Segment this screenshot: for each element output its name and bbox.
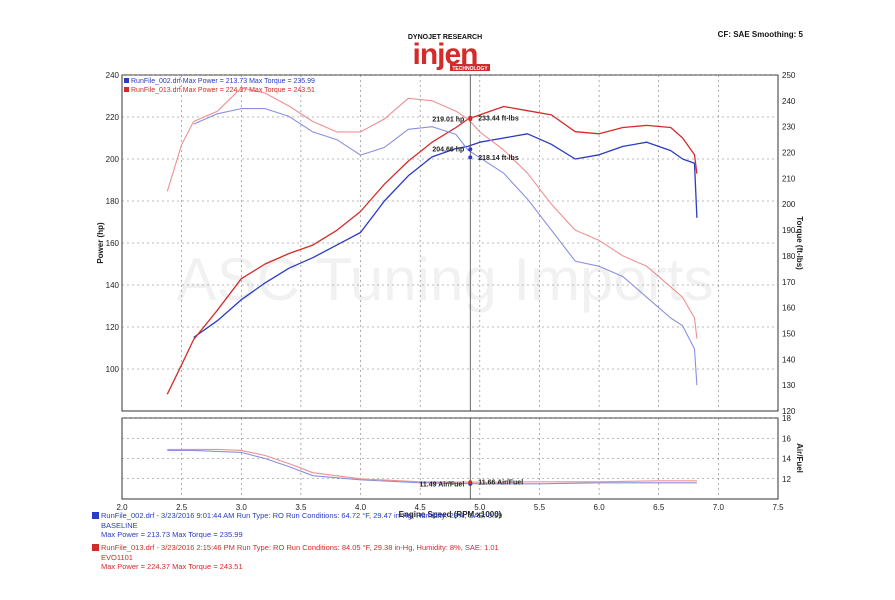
x-tick-label: 6.5 — [653, 503, 665, 512]
x-tick-label: 4.0 — [355, 503, 367, 512]
y3-axis-ticks: 12 14 16 18 — [782, 414, 791, 484]
y2-tick-label: 240 — [782, 97, 796, 106]
y3-tick-label: 16 — [782, 434, 791, 443]
legend-swatch-baseline — [124, 78, 129, 83]
y2-tick-label: 170 — [782, 278, 796, 287]
cursor-marker — [468, 155, 473, 160]
footer-run2-line2: EVO1101 — [101, 552, 133, 562]
x-axis-ticks: 2.0 2.5 3.0 3.5 4.0 4.5 5.0 5.5 6.0 6.5 7.0 7.5 — [116, 503, 784, 512]
y2-tick-label: 140 — [782, 355, 796, 364]
x-tick-label: 7.5 — [772, 503, 784, 512]
y-tick-label: 160 — [106, 239, 120, 248]
cursor-marker — [468, 115, 473, 120]
main-grid — [122, 74, 778, 411]
watermark: ASC Tuning Imports — [177, 246, 714, 313]
y-tick-label: 240 — [106, 71, 120, 80]
y2-axis-ticks: 120 130 140 150 160 170 180 190 200 210 220 230 240 2… — [782, 71, 796, 416]
y-tick-label: 140 — [106, 281, 120, 290]
legend-entry-baseline: RunFile_002.drf Max Power = 213.73 Max T… — [131, 78, 315, 85]
y2-tick-label: 190 — [782, 226, 796, 235]
series-baseline-torque — [193, 108, 698, 386]
annotation-label: 11.66 Air/Fuel — [478, 480, 523, 487]
footer-run1-line1-row: RunFile_002.drf - 3/23/2016 9:01:44 AM R… — [92, 511, 502, 521]
footer-run2-line3: Max Power = 224.37 Max Torque = 243.51 — [101, 562, 243, 571]
x-tick-label: 7.0 — [713, 503, 725, 512]
series-baseline-power — [193, 133, 698, 339]
afr-series — [167, 448, 697, 485]
footer-run2-line1-row: RunFile_013.drf - 3/23/2016 2:15:46 PM R… — [92, 543, 499, 553]
y2-axis-label: Torque (ft-lbs) — [795, 216, 804, 270]
y2-tick-label: 120 — [782, 407, 796, 416]
cf-smoothing-label: CF: SAE Smoothing: 5 — [718, 30, 804, 39]
x-tick-label: 5.5 — [534, 503, 546, 512]
y3-axis-label: Air/Fuel — [795, 443, 804, 473]
y2-tick-label: 220 — [782, 149, 796, 158]
x-tick-label: 2.5 — [176, 503, 188, 512]
main-series — [166, 87, 698, 395]
footer-run1-line1: RunFile_002.drf - 3/23/2016 9:01:44 AM R… — [101, 511, 503, 520]
y2-tick-label: 160 — [782, 304, 796, 313]
y-tick-label: 180 — [106, 197, 120, 206]
annotation-label: 219.01 hp — [432, 117, 464, 124]
y2-tick-label: 150 — [782, 329, 796, 338]
brand-sub: TECHNOLOGY — [452, 66, 488, 72]
y2-tick-label: 180 — [782, 252, 796, 261]
y-tick-label: 120 — [106, 323, 120, 332]
cursor-marker — [468, 480, 473, 485]
cursor-layer: 219.01 hp 204.66 hp 233.44 ft-lbs 218.14 ft… — [419, 75, 523, 499]
legend-entry-evo: RunFile_013.drf Max Power = 224.37 Max T… — [131, 87, 315, 94]
legend: RunFile_002.drf Max Power = 213.73 Max T… — [124, 78, 315, 94]
main-plot-frame — [121, 74, 779, 412]
y-tick-label: 220 — [106, 113, 120, 122]
y3-tick-label: 18 — [782, 414, 791, 423]
legend-swatch-evo — [124, 87, 129, 92]
footer-run2-swatch — [92, 544, 99, 552]
x-tick-label: 2.0 — [116, 503, 128, 512]
y2-tick-label: 210 — [782, 174, 796, 183]
footer-run1-line2: BASELINE — [101, 520, 138, 530]
y2-tick-label: 230 — [782, 123, 796, 132]
series-evo-afr — [167, 448, 697, 483]
brand-sub-bg — [450, 64, 490, 71]
y-axis-ticks: 100 120 140 160 180 200 220 240 — [106, 71, 120, 374]
series-baseline-afr — [167, 449, 697, 485]
x-tick-label: 5.0 — [474, 503, 486, 512]
series-evo-torque — [166, 87, 698, 339]
y-tick-label: 100 — [106, 365, 120, 374]
x-tick-label: 4.5 — [415, 503, 427, 512]
brand-top: DYNOJET RESEARCH — [408, 34, 482, 41]
afr-grid — [122, 417, 778, 499]
y-axis-label: Power (hp) — [96, 222, 105, 264]
series-evo-power — [166, 105, 698, 395]
footer-run2-line1: RunFile_013.drf - 3/23/2016 2:15:46 PM R… — [101, 543, 499, 552]
footer-run1: RunFile_002.drf - 3/23/2016 9:01:44 AM R… — [92, 511, 502, 540]
x-tick-label: 3.0 — [236, 503, 248, 512]
footer-run1-swatch — [92, 512, 99, 520]
y-tick-label: 200 — [106, 155, 120, 164]
y2-tick-label: 250 — [782, 71, 796, 80]
y2-tick-label: 130 — [782, 381, 796, 390]
brand-logo: DYNOJET RESEARCH injen TECHNOLOGY — [408, 34, 490, 72]
cursor-marker — [468, 147, 473, 152]
annotation-label: 233.44 ft-lbs — [478, 115, 519, 122]
annotation-label: 204.66 hp — [432, 147, 464, 154]
footer-run2: RunFile_013.drf - 3/23/2016 2:15:46 PM R… — [92, 543, 499, 572]
x-tick-label: 3.5 — [295, 503, 307, 512]
annotation-label: 11.49 Air/Fuel — [419, 481, 464, 488]
y3-tick-label: 12 — [782, 475, 791, 484]
x-axis-label: Engine Speed (RPM x1000) — [399, 510, 502, 519]
x-tick-label: 6.0 — [594, 503, 606, 512]
y2-tick-label: 200 — [782, 200, 796, 209]
footer-run1-line3: Max Power = 213.73 Max Torque = 235.99 — [101, 530, 243, 539]
y3-tick-label: 14 — [782, 455, 791, 464]
annotation-label: 218.14 ft-lbs — [478, 155, 519, 162]
